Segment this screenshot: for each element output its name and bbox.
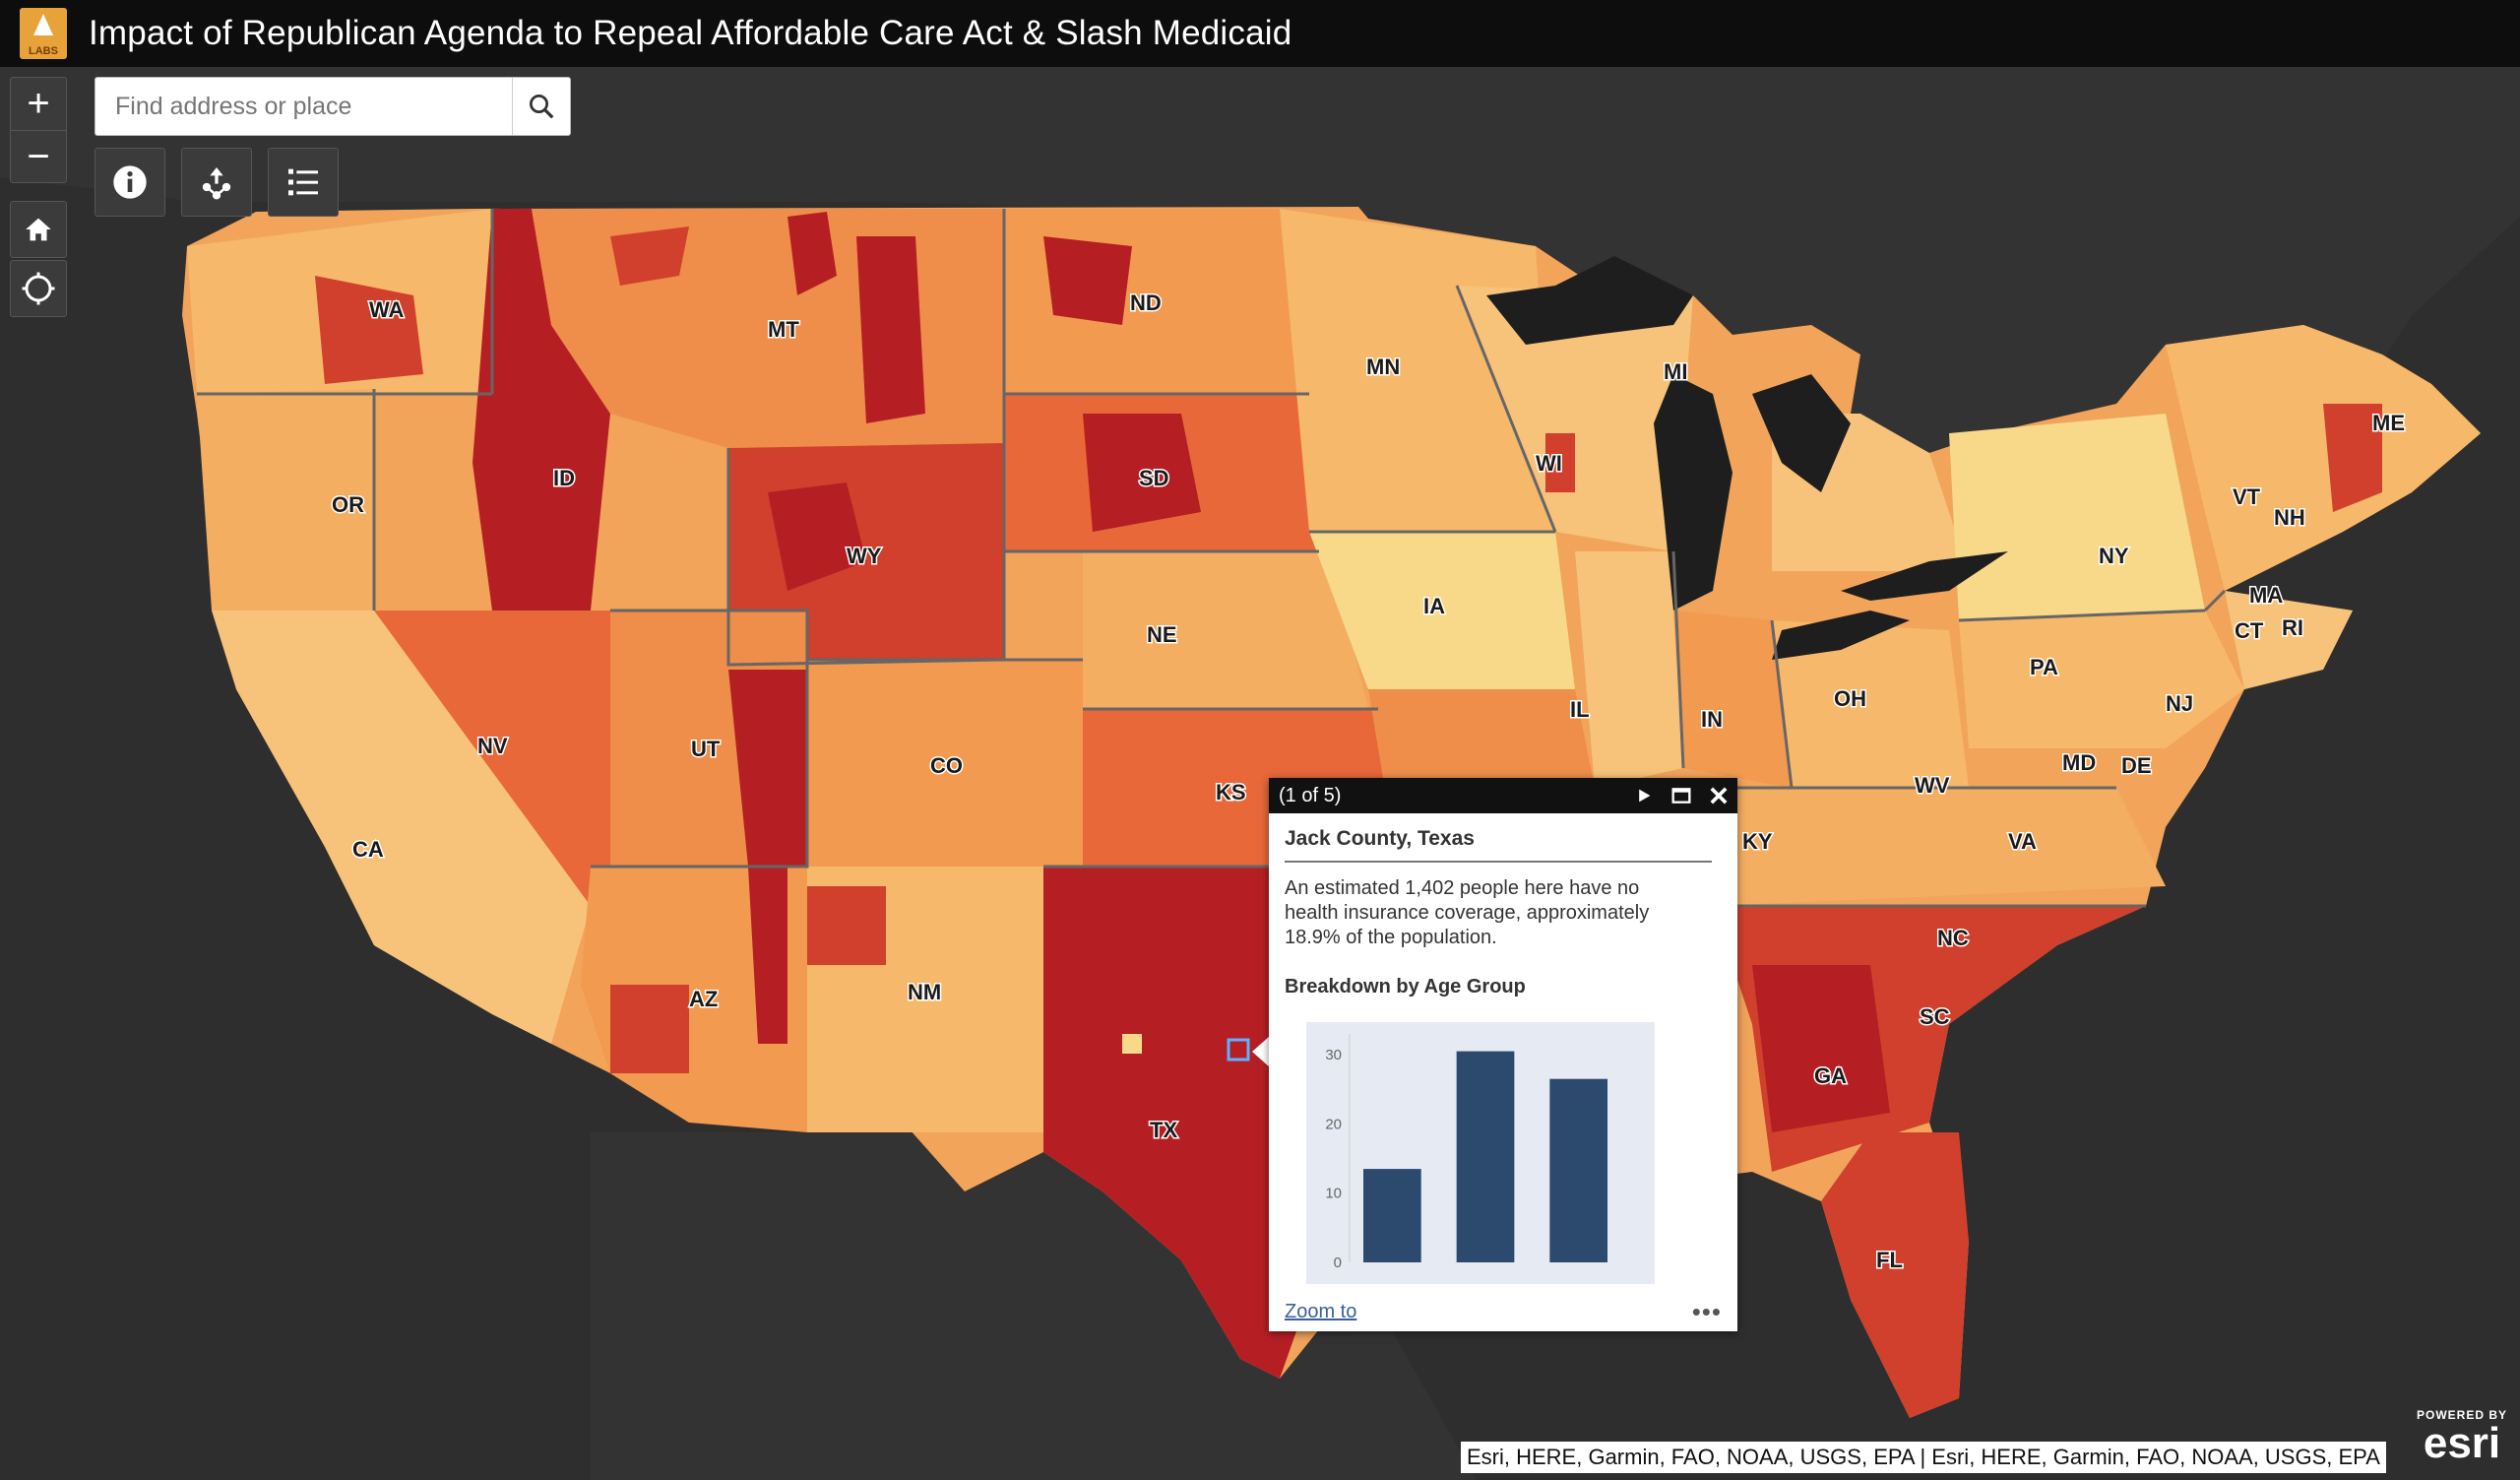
state-label-ia: IA — [1423, 594, 1445, 618]
home-icon — [26, 218, 51, 241]
maximize-icon — [1671, 788, 1691, 804]
y-tick-label: 30 — [1325, 1047, 1342, 1063]
locate-button[interactable] — [10, 260, 67, 317]
state-label-nh: NH — [2274, 505, 2305, 530]
maximize-button[interactable] — [1663, 778, 1700, 813]
search-button[interactable] — [512, 78, 570, 135]
state-label-mt: MT — [768, 317, 799, 342]
state-label-co: CO — [930, 753, 963, 778]
state-label-ga: GA — [1814, 1063, 1847, 1088]
popup-title: Jack County, Texas — [1285, 827, 1712, 863]
labs-logo: LABS — [20, 8, 67, 59]
y-tick-label: 10 — [1325, 1186, 1342, 1202]
logo-text: LABS — [29, 45, 58, 57]
info-icon — [113, 165, 147, 199]
play-icon — [1639, 789, 1651, 803]
layer-list-button[interactable] — [268, 148, 339, 217]
state-label-ct: CT — [2235, 618, 2264, 643]
selected-feature-marker — [1227, 1038, 1250, 1062]
layer-list-icon — [288, 168, 318, 196]
popup-count: (1 of 5) — [1279, 784, 1342, 806]
y-tick-label: 20 — [1325, 1116, 1342, 1132]
state-label-nj: NJ — [2166, 691, 2193, 716]
zoom-control: + − — [10, 77, 67, 183]
state-label-az: AZ — [689, 987, 718, 1011]
map-attribution: Esri, HERE, Garmin, FAO, NOAA, USGS, EPA… — [1461, 1442, 2386, 1473]
state-label-ny: NY — [2099, 544, 2129, 568]
chart-bar[interactable] — [1362, 1169, 1421, 1262]
state-label-ut: UT — [691, 737, 721, 761]
state-label-ky: KY — [1742, 829, 1773, 854]
state-label-nm: NM — [908, 980, 941, 1004]
state-label-pa: PA — [2030, 655, 2058, 679]
state-label-mn: MN — [1366, 354, 1400, 379]
next-feature-button[interactable] — [1625, 778, 1663, 813]
state-label-id: ID — [553, 466, 575, 490]
chart-bar[interactable] — [1456, 1051, 1515, 1262]
locate-icon — [22, 272, 55, 305]
close-icon — [1710, 787, 1728, 804]
state-label-nv: NV — [477, 734, 508, 758]
popup-pointer — [1252, 1036, 1270, 1067]
state-label-nd: ND — [1130, 290, 1162, 315]
state-label-in: IN — [1701, 707, 1723, 732]
state-label-mi: MI — [1664, 359, 1687, 384]
state-label-ca: CA — [352, 837, 384, 862]
state-label-wa: WA — [369, 297, 405, 322]
state-label-ks: KS — [1216, 780, 1246, 804]
y-tick-label: 0 — [1334, 1255, 1342, 1271]
search-icon — [530, 95, 554, 119]
flask-icon — [33, 14, 53, 35]
state-label-md: MD — [2062, 750, 2096, 775]
feature-popup: (1 of 5) Jack County, Texas An estimated… — [1269, 778, 1737, 1331]
state-label-wv: WV — [1915, 773, 1950, 798]
close-popup-button[interactable] — [1700, 778, 1737, 813]
chart-bar[interactable] — [1549, 1078, 1608, 1262]
home-button[interactable] — [10, 201, 67, 258]
state-label-ri: RI — [2282, 615, 2303, 640]
esri-brand: esri — [2423, 1419, 2501, 1467]
zoom-to-link[interactable]: Zoom to — [1285, 1301, 1357, 1322]
zoom-out-button[interactable]: − — [27, 135, 50, 178]
state-label-or: OR — [332, 492, 364, 517]
info-button[interactable] — [94, 148, 165, 217]
chart-subtitle: Breakdown by Age Group — [1285, 976, 1526, 997]
state-borders — [197, 209, 2227, 908]
state-label-wy: WY — [847, 544, 882, 568]
map-view[interactable]: WA OR CA ID NV MT WY UT AZ CO NM ND SD N… — [0, 67, 2520, 1480]
share-icon — [202, 167, 231, 200]
popup-header: (1 of 5) — [1269, 778, 1737, 813]
esri-logo: POWERED BY esri — [2408, 1408, 2516, 1471]
app-title: Impact of Republican Agenda to Repeal Af… — [89, 14, 1292, 52]
popup-description: An estimated 1,402 people here have no h… — [1285, 877, 1650, 948]
powered-by-text: POWERED BY — [2416, 1408, 2507, 1422]
state-label-oh: OH — [1834, 686, 1866, 711]
state-label-sc: SC — [1920, 1004, 1950, 1029]
share-button[interactable] — [181, 148, 252, 217]
state-label-ma: MA — [2249, 583, 2283, 608]
state-label-vt: VT — [2233, 484, 2261, 509]
state-label-ne: NE — [1147, 622, 1177, 647]
more-actions-button[interactable]: ••• — [1691, 1297, 1722, 1326]
state-label-fl: FL — [1876, 1248, 1903, 1272]
zoom-in-button[interactable]: + — [11, 78, 66, 131]
age-group-chart: 0 10 20 30 — [1306, 1022, 1655, 1284]
state-label-va: VA — [2008, 829, 2037, 854]
search-input[interactable] — [95, 78, 512, 135]
search-widget — [94, 77, 571, 136]
state-label-il: IL — [1570, 697, 1590, 722]
state-label-wi: WI — [1536, 451, 1562, 476]
state-labels: WA OR CA ID NV MT WY UT AZ CO NM ND SD N… — [331, 290, 2407, 1274]
state-label-me: ME — [2372, 411, 2405, 435]
state-label-tx: TX — [1150, 1118, 1177, 1142]
bar-chart-svg: 0 10 20 30 — [1325, 1034, 1608, 1271]
app-header: LABS Impact of Republican Agenda to Repe… — [0, 0, 2520, 67]
state-label-de: DE — [2121, 753, 2152, 778]
state-label-nc: NC — [1937, 926, 1969, 950]
state-label-sd: SD — [1139, 466, 1169, 490]
